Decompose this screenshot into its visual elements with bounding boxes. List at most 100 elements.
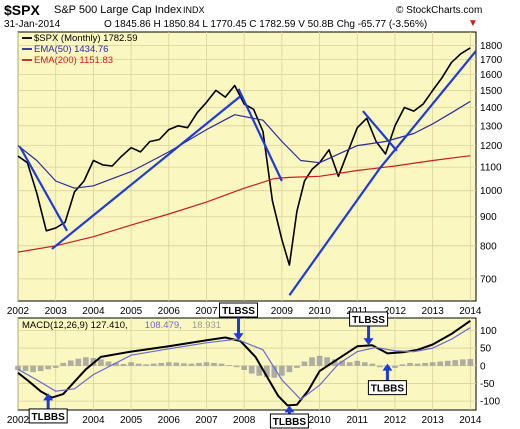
macd-x-tick-label: 2007 <box>195 415 218 426</box>
histogram-bar <box>369 363 376 366</box>
histogram-bar <box>346 362 353 366</box>
macd-x-tick-label: 2013 <box>422 415 445 426</box>
price-x-tick-label: 2014 <box>459 306 482 317</box>
macd-x-tick-label: 2011 <box>347 415 369 426</box>
price-x-tick-label: 2006 <box>158 306 181 317</box>
trendline <box>18 146 68 232</box>
histogram-bar <box>452 360 459 366</box>
price-y-tick-label: 1700 <box>480 55 503 66</box>
histogram-bar <box>459 359 466 366</box>
macd-x-tick-label: 2008 <box>233 415 256 426</box>
macd-x-tick-label: 2014 <box>459 415 482 426</box>
arrow-down-icon <box>233 333 244 341</box>
signal-line <box>17 327 471 400</box>
histogram-bar <box>301 361 308 366</box>
annotation-label: TLBBS <box>273 417 307 428</box>
histogram-bar <box>271 365 278 378</box>
macd-legend-label: 18.931 <box>192 320 221 331</box>
histogram-bar <box>150 363 157 366</box>
annotation-label: TLBBS <box>371 384 405 395</box>
macd-y-tick-label: 50 <box>480 344 492 355</box>
histogram-bar <box>143 364 149 366</box>
trendline <box>237 88 283 182</box>
histogram-bar <box>429 362 436 366</box>
histogram-bar <box>165 362 172 366</box>
annotation-box <box>367 380 407 396</box>
histogram-bar <box>248 365 255 374</box>
histogram-bar <box>233 365 240 368</box>
macd-x-tick-label: 2004 <box>82 415 105 426</box>
histogram-bar <box>45 365 51 370</box>
histogram-bar <box>392 365 398 368</box>
histogram-bar <box>15 365 21 371</box>
price-y-tick-label: 1000 <box>480 186 503 197</box>
arrow-up-icon <box>284 405 295 413</box>
histogram-bar <box>414 363 421 366</box>
histogram-bar <box>361 362 368 366</box>
histogram-bar <box>279 365 285 376</box>
macd-legend: MACD(12,26,9) 127.410, 108.479, 18.931 <box>22 320 221 331</box>
histogram-bar <box>135 363 142 366</box>
histogram-bar <box>75 358 82 366</box>
histogram-bar <box>196 362 202 366</box>
price-x-tick-label: 2009 <box>271 306 294 317</box>
price-y-tick-label: 1500 <box>480 86 503 97</box>
histogram-bar <box>211 362 217 366</box>
histogram-bar <box>83 357 89 366</box>
chart-exchange: INDX <box>183 5 205 15</box>
annotation-tlbbs: TLBBS <box>28 393 68 424</box>
histogram-bar <box>226 365 232 366</box>
annotation-tlbss: TLBSS <box>349 311 389 346</box>
price-x-tick-label: 2007 <box>195 306 218 317</box>
ema200-line <box>17 155 471 253</box>
histogram-bar <box>331 359 338 366</box>
histogram-bar <box>52 365 59 368</box>
histogram-bar <box>316 355 323 366</box>
annotation-box <box>349 311 389 327</box>
histogram-bar <box>188 363 195 366</box>
arrow-up-icon <box>43 393 54 401</box>
histogram-bar <box>263 365 270 378</box>
price-y-tick-label: 1100 <box>480 163 502 174</box>
trendline <box>362 110 398 152</box>
macd-legend-label: MACD(12,26,9) 127.410, <box>22 320 128 331</box>
trendline <box>288 167 381 296</box>
price-y-tick-label: 700 <box>480 274 497 285</box>
histogram-bar <box>203 362 210 366</box>
price-y-tick-label: 1200 <box>480 141 503 152</box>
macd-x-tick-label: 2005 <box>120 415 143 426</box>
macd-line <box>17 319 471 407</box>
histogram-bar <box>399 364 406 366</box>
histogram-bar <box>324 357 330 366</box>
price-y-tick-label: 900 <box>480 212 497 223</box>
price-x-tick-label: 2005 <box>120 306 143 317</box>
annotation-label: TLBBS <box>31 412 65 423</box>
macd-x-tick-label: 2002 <box>7 415 30 426</box>
legend-label: EMA(200) 1151.83 <box>34 55 113 66</box>
histogram-bar <box>377 365 383 368</box>
macd-legend-label: 108.479, <box>145 320 182 331</box>
annotation-box <box>28 408 68 424</box>
trendline <box>51 95 242 250</box>
histogram-bar <box>113 362 119 366</box>
macd-x-tick-label: 2012 <box>384 415 407 426</box>
annotation-tlbbs: TLBBS <box>269 405 309 429</box>
histogram-bar <box>98 359 104 366</box>
ema50-line <box>17 100 471 189</box>
price-panel <box>17 31 477 302</box>
histogram-bar <box>407 362 413 366</box>
price-y-tick-label: 1300 <box>480 121 503 132</box>
quote-line: O 1845.86 H 1850.84 L 1770.45 C 1782.59 … <box>104 19 428 30</box>
legend-label: $SPX (Monthly) 1782.59 <box>34 33 138 44</box>
histogram-bar <box>37 365 44 372</box>
watermark: © StockCharts.com <box>396 5 483 16</box>
macd-y-tick-label: -50 <box>480 379 495 390</box>
histogram-bar <box>241 365 247 371</box>
price-y-tick-label: 1800 <box>480 41 503 52</box>
chart-index-name: S&P 500 Large Cap Index <box>54 4 182 16</box>
histogram-bar <box>181 363 187 366</box>
annotation-box <box>219 302 259 318</box>
macd-y-tick-label: -100 <box>480 397 500 408</box>
